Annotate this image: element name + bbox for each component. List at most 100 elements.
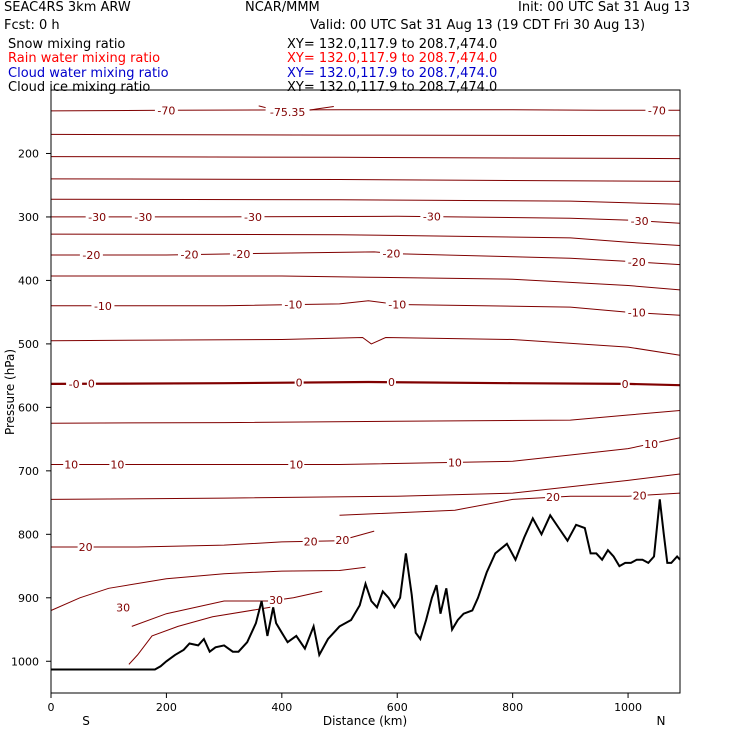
x-axis-ticks: 0 200 400 600 800 1000 [48,693,642,714]
contour-label: 10 [448,456,462,469]
contour-label: 0 [296,377,303,390]
contour-label: 0 [88,378,95,391]
contour-label: -30 [134,211,152,224]
field-snow-xy: XY= 132.0,117.9 to 208.7,474.0 [287,37,498,52]
contour-label-bg [631,489,648,502]
y-tick-label: 800 [18,528,39,541]
contour-label-bg [63,458,80,471]
contour-label-bg [628,214,652,227]
model-label: SEAC4RS 3km ARW [4,0,131,15]
contour-label: -10 [628,307,646,320]
contour-line [50,233,681,246]
field-cloudwater-name: Cloud water mixing ratio [8,66,169,81]
contour-line [50,380,681,387]
y-tick-label: 700 [18,465,39,478]
contour-label-bg [386,376,396,389]
contour-line [51,300,681,316]
contour-labels: -75.35 -70 -70 -30 -30 -30 -30 -30 -20 -20 -20 -20 -… [63,104,669,614]
contour-line [51,251,681,266]
field-snow-name: Snow mixing ratio [8,37,126,52]
contour-label: 20 [79,541,93,554]
contour-label-bg [545,491,562,504]
contour-label: -10 [388,299,406,312]
x-tick-label: 800 [502,701,523,714]
contour-label: -20 [82,249,100,262]
contour-label-bg [268,594,285,607]
contour-label-bg [154,104,178,117]
x-tick-label: 600 [387,701,408,714]
terrain-line [51,499,681,671]
contour-label-bg [288,458,305,471]
contour-label: 20 [304,535,318,548]
contour-label-bg [77,541,94,554]
contour-label-bg [91,299,115,312]
contour-label: -10 [94,300,112,313]
contour-label: -10 [284,299,302,312]
contour-label: -30 [631,215,649,228]
contour-line [50,109,680,112]
contour-label: 20 [633,490,647,503]
contour-label: -75.35 [270,106,305,119]
contour-label-bg [86,377,96,390]
y-tick-label: 1000 [11,655,39,668]
contour-label-bg [334,533,351,546]
contour-label: -20 [181,249,199,262]
y-tick-label: 900 [18,592,39,605]
contour-label: 30 [116,601,130,614]
contour-label-bg [643,437,660,450]
contour-label: -30 [244,211,262,224]
contour-label-bg [302,535,319,548]
y-tick-label: 600 [18,401,39,414]
field-cloudice-name: Cloud ice mixing ratio [8,80,151,95]
contour-label-bg [625,306,649,319]
contour-label-bg [109,458,126,471]
contour-line [50,336,681,356]
contour-label-bg [115,601,132,614]
contour-label: 0 [622,378,629,391]
y-tick-label: 200 [18,147,39,160]
plot-frame [50,89,681,694]
contour-label: 30 [269,594,283,607]
contour-label-bg [620,377,630,390]
contour-label-bg [241,210,265,223]
left-endpoint-label: S [82,714,90,728]
contour-label-bg [177,248,201,261]
contour-label-bg [229,247,253,260]
contour-label-bg [385,298,409,311]
valid-label: Valid: 00 UTC Sat 31 Aug 13 (19 CDT Fri … [310,18,646,33]
fcst-label: Fcst: 0 h [4,18,60,33]
contour-label: -70 [648,104,666,117]
contour-line [51,530,375,548]
contour-label: -20 [628,256,646,269]
contour-line [50,566,366,611]
contour-label-bg [379,247,403,260]
contour-line [51,437,681,465]
terrain-mask [51,499,680,693]
contour-label: -30 [88,211,106,224]
contour-label: -20 [382,247,400,260]
contour-label: -20 [232,248,250,261]
contour-label: 10 [64,458,78,471]
right-endpoint-label: N [657,714,666,728]
contour-label: 10 [644,438,658,451]
x-tick-label: 200 [156,701,177,714]
contour-label-bg [446,456,463,469]
contour-label: 20 [546,491,560,504]
contour-line [128,606,271,665]
contour-label: 0 [388,376,395,389]
y-tick-label: 300 [18,211,39,224]
x-axis-title: Distance (km) [323,714,407,728]
contour-line [50,156,681,160]
contour-line [50,178,681,182]
y-axis-title: Pressure (hPa) [3,349,17,435]
field-cloudwater-xy: XY= 132.0,117.9 to 208.7,474.0 [287,66,498,81]
contour-label-bg [420,210,444,223]
y-axis-ticks: 200 300 400 500 600 700 800 900 1000 [11,147,51,668]
contour-line [131,590,323,627]
contour-label-bg [79,249,103,262]
y-tick-label: 400 [18,274,39,287]
contour-line [50,473,681,500]
contour-label-bg [66,377,83,390]
terrain-profile [51,499,681,693]
y-tick-label: 500 [18,338,39,351]
